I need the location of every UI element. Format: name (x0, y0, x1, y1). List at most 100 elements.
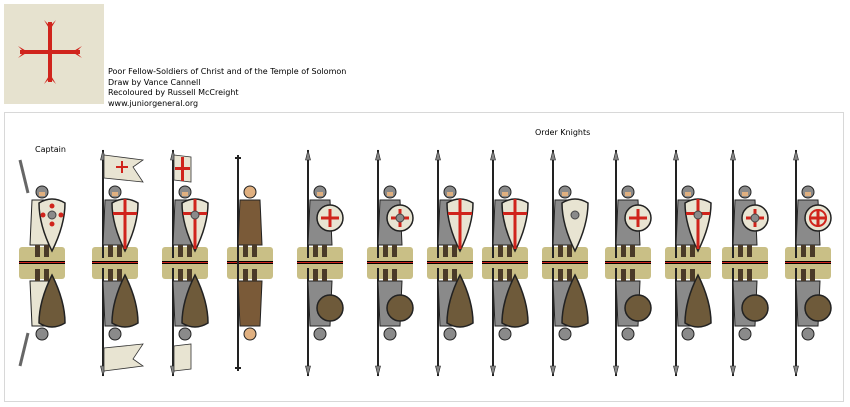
credits: Poor Fellow-Soldiers of Christ and of th… (108, 67, 346, 109)
head (621, 327, 635, 341)
head (738, 327, 752, 341)
cross-icon (18, 20, 82, 84)
figure-spearman (665, 149, 712, 377)
round-shield (804, 294, 832, 322)
figure-front (550, 149, 589, 258)
spear (492, 268, 494, 376)
kite-shield (181, 273, 209, 328)
figure-front (613, 149, 652, 258)
head (35, 327, 49, 341)
figure-sheet: Captain Order Knights (4, 112, 844, 402)
figure-back (730, 268, 769, 377)
spear (675, 268, 677, 376)
figure-front (730, 149, 769, 258)
body (237, 199, 263, 246)
figure-spearman (722, 149, 769, 377)
figure-front (170, 149, 209, 258)
figure-front (490, 149, 529, 258)
head (498, 327, 512, 341)
banner (103, 154, 145, 183)
figure-spearman (427, 149, 474, 377)
head (681, 327, 695, 341)
cross-staff (237, 263, 239, 371)
round-shield (316, 294, 344, 322)
templar-cross-logo (4, 4, 104, 104)
spear (307, 268, 309, 376)
figure-front (235, 155, 263, 263)
cross-staff (237, 155, 239, 263)
figure-captain (18, 159, 66, 367)
order-knights-label: Order Knights (535, 128, 591, 137)
spear (552, 150, 554, 258)
artist-line: Draw by Vance Cannell (108, 77, 201, 87)
spear (552, 268, 554, 376)
spear (675, 150, 677, 258)
kite-shield (111, 273, 139, 328)
captain-label: Captain (35, 145, 66, 154)
spear (377, 150, 379, 258)
spear (102, 268, 104, 376)
kite-shield (561, 198, 589, 253)
spear (437, 150, 439, 258)
figure-front (18, 159, 66, 257)
spear (795, 150, 797, 258)
figure-back (793, 268, 832, 377)
figure-back (375, 268, 414, 377)
head (443, 327, 457, 341)
colourist-line: Recoloured by Russell McCreight (108, 88, 239, 97)
figure-back (235, 263, 263, 371)
figure-front (435, 149, 474, 258)
head (108, 327, 122, 341)
kite-shield (561, 273, 589, 328)
title-line: Poor Fellow-Soldiers of Christ and of th… (108, 67, 347, 76)
figure-back (673, 268, 712, 377)
banner (103, 343, 145, 372)
head (383, 327, 397, 341)
kite-shield (38, 273, 66, 328)
figure-spearman (605, 149, 652, 377)
banner (173, 343, 192, 372)
round-shield (386, 294, 414, 322)
head (801, 327, 815, 341)
figure-front (305, 149, 344, 258)
sword (18, 332, 30, 367)
sword (18, 159, 30, 194)
figure-spearman (785, 149, 832, 377)
spear (377, 268, 379, 376)
figure-spearman (542, 149, 589, 377)
head (243, 327, 257, 341)
spear (102, 150, 104, 258)
head (178, 327, 192, 341)
head (558, 327, 572, 341)
figure-front (673, 149, 712, 258)
spear (795, 268, 797, 376)
figure-spearman (297, 149, 344, 377)
figure-spearman (367, 149, 414, 377)
spear (172, 150, 174, 258)
body (237, 280, 263, 327)
spear (172, 268, 174, 376)
figure-front (375, 149, 414, 258)
figure-back (490, 268, 529, 377)
kite-shield (684, 273, 712, 328)
figure-back (18, 269, 66, 367)
spear (492, 150, 494, 258)
spear (437, 268, 439, 376)
spear (732, 268, 734, 376)
figure-banner-swallowtail (92, 149, 145, 377)
figure-spearman (482, 149, 529, 377)
website-link[interactable]: www.juniorgeneral.org (108, 98, 199, 108)
figure-front (793, 149, 832, 258)
spear (615, 268, 617, 376)
spear (615, 150, 617, 258)
round-shield (624, 294, 652, 322)
figure-back (305, 268, 344, 377)
figure-back (550, 268, 589, 377)
kite-shield (501, 273, 529, 328)
figure-banner-square (162, 149, 209, 377)
spear (307, 150, 309, 258)
figure-front (100, 149, 145, 258)
figure-back (435, 268, 474, 377)
head (313, 327, 327, 341)
